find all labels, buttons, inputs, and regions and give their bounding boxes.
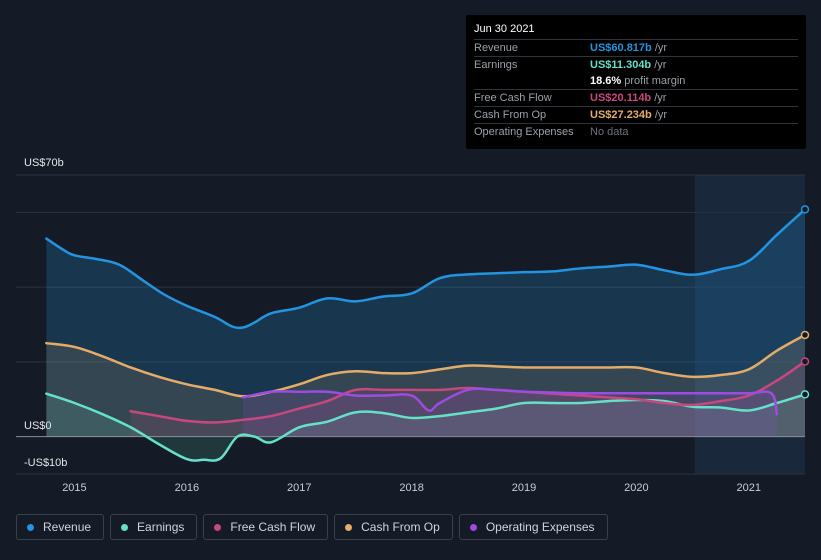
y-axis: US$70b US$0 -US$10b [24, 157, 67, 469]
legend-item-revenue[interactable]: Revenue [16, 514, 105, 540]
y-tick-label: -US$10b [24, 457, 67, 469]
legend-dot-icon [214, 523, 222, 531]
legend-label: Operating Expenses [485, 520, 595, 534]
line-revenue [45, 208, 807, 330]
tooltip-row: Earnings US$11.304b /yr [474, 56, 798, 73]
x-tick-label: 2021 [737, 482, 761, 494]
legend-dot-icon [469, 523, 477, 531]
legend: Revenue Earnings Free Cash Flow Cash From O… [16, 514, 608, 542]
tooltip-row: Cash From Op US$27.234b /yr [474, 106, 798, 123]
tooltip-value: US$20.114b /yr [590, 92, 667, 104]
tooltip-row: Revenue US$60.817b /yr [474, 39, 798, 56]
tooltip-value: US$27.234b /yr [590, 109, 668, 121]
line-cash-from-op [45, 333, 807, 398]
legend-dot-icon [27, 523, 34, 531]
x-tick-label: 2016 [175, 482, 199, 494]
tooltip-label: Earnings [474, 59, 518, 71]
legend-label: Cash From Op [361, 520, 440, 534]
area-earnings [46, 393, 806, 461]
x-tick-label: 2019 [512, 482, 536, 494]
series-areas [46, 209, 806, 461]
endpoint-revenue [800, 205, 810, 214]
legend-item-earnings[interactable]: Earnings [110, 514, 198, 540]
x-tick-label: 2015 [62, 482, 86, 494]
tooltip-label: Free Cash Flow [474, 92, 552, 104]
endpoint-cash-from-op [800, 330, 810, 340]
line-earnings [45, 392, 807, 462]
legend-item-free-cash-flow[interactable]: Free Cash Flow [203, 514, 329, 540]
tooltip-value: US$60.817b /yr [590, 42, 668, 54]
legend-item-operating-expenses[interactable]: Operating Expenses [458, 514, 608, 540]
tooltip-value: No data [590, 126, 629, 138]
x-tick-label: 2020 [624, 482, 648, 494]
x-tick-label: 2017 [287, 482, 311, 494]
grid-lines [16, 174, 805, 475]
area-operating-expenses [243, 388, 777, 437]
data-tooltip: Jun 30 2021 Revenue US$60.817b /yr Earning… [466, 15, 806, 149]
tooltip-row: Free Cash Flow US$20.114b /yr [474, 89, 798, 106]
legend-label: Revenue [43, 520, 92, 534]
tooltip-row: 18.6% profit margin [474, 73, 798, 89]
y-tick-label: US$0 [24, 420, 52, 432]
tooltip-date: Jun 30 2021 [474, 23, 535, 35]
line-operating-expenses [241, 387, 779, 416]
endpoint-free-cash-flow [800, 357, 810, 366]
legend-dot-icon [121, 523, 129, 531]
legend-dot-icon [345, 523, 353, 531]
series-endpoints [800, 205, 810, 399]
tooltip-value: US$11.304b /yr [590, 59, 667, 71]
legend-label: Free Cash Flow [230, 520, 316, 534]
tooltip-label: Revenue [474, 42, 519, 54]
tooltip-label: Cash From Op [474, 109, 547, 121]
tooltip-label [474, 73, 590, 89]
y-tick-label: US$70b [24, 157, 64, 169]
line-free-cash-flow [129, 360, 807, 424]
endpoint-earnings [800, 390, 810, 399]
x-axis: 2015 2016 2017 2018 2019 2020 2021 [62, 482, 761, 494]
legend-label: Earnings [137, 520, 185, 534]
area-cash-from-op [46, 334, 806, 437]
tooltip-value: 18.6% profit margin [590, 75, 686, 87]
area-free-cash-flow [130, 361, 806, 437]
series-lines [45, 208, 807, 462]
tooltip-row: Operating Expenses No data [474, 123, 798, 140]
legend-item-cash-from-op[interactable]: Cash From Op [334, 514, 453, 540]
tooltip-rows: Revenue US$60.817b /yr Earnings US$11.304b … [474, 39, 798, 140]
tooltip-label: Operating Expenses [474, 126, 574, 138]
x-tick-label: 2018 [399, 482, 423, 494]
